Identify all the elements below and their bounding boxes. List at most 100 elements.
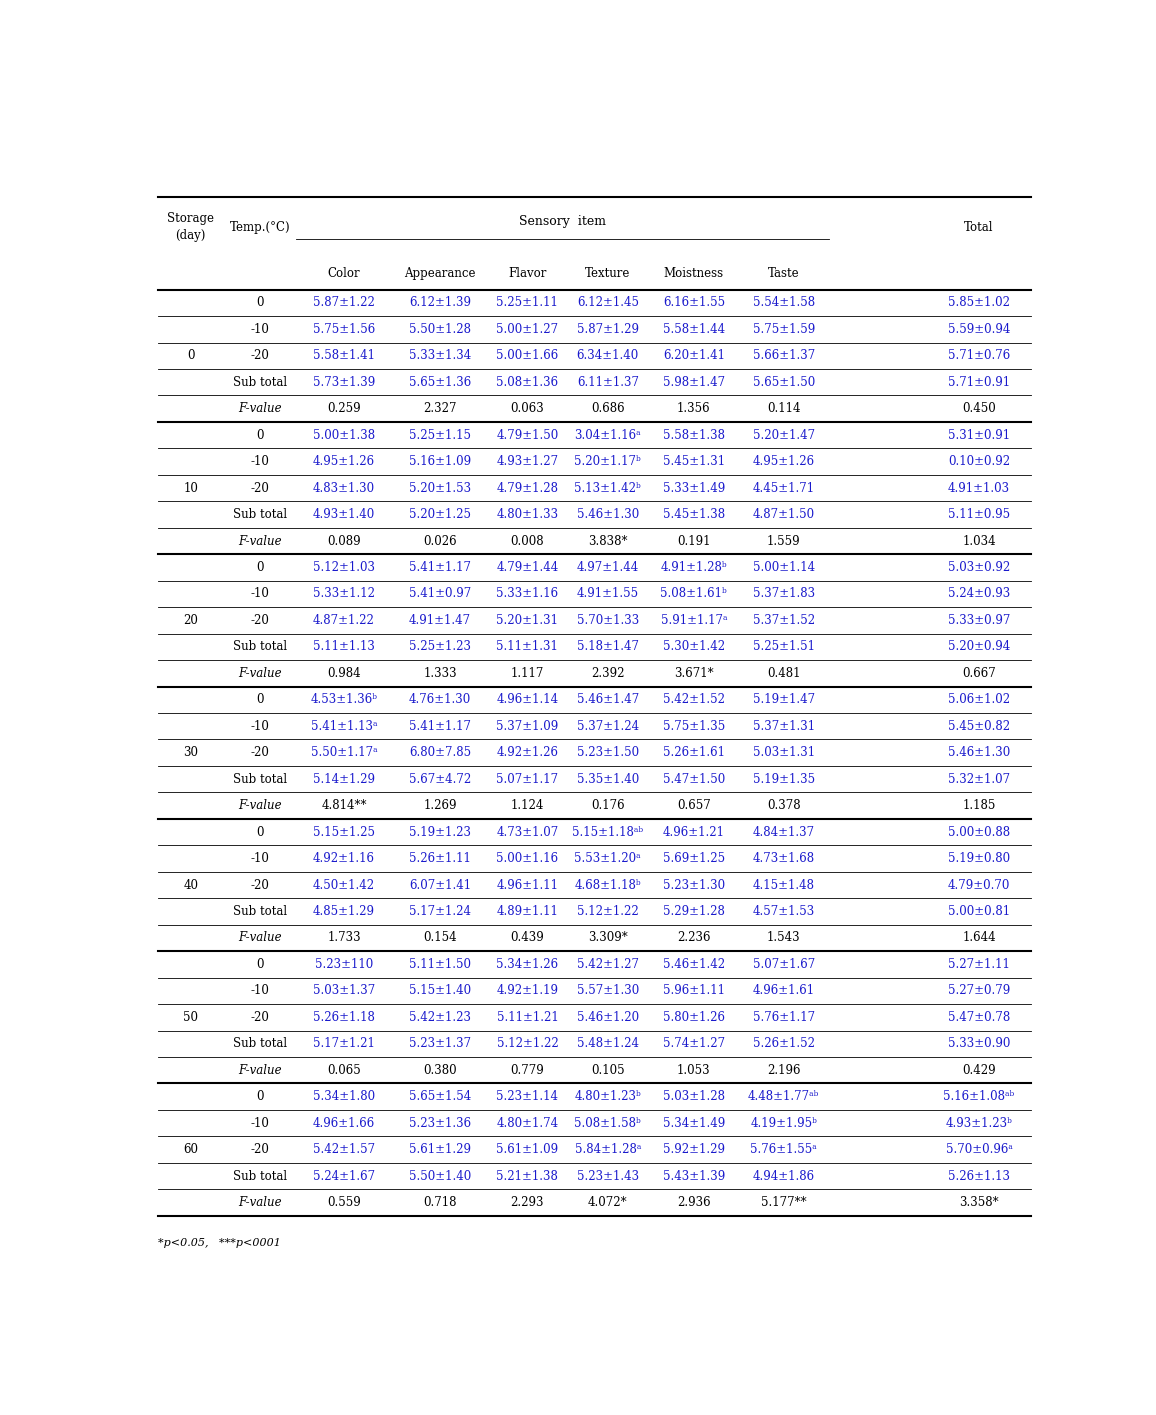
Text: 5.24±0.93: 5.24±0.93	[948, 587, 1010, 600]
Text: 5.46±1.30: 5.46±1.30	[948, 746, 1010, 760]
Text: 5.59±0.94: 5.59±0.94	[948, 323, 1010, 335]
Text: 4.96±1.14: 4.96±1.14	[496, 693, 558, 706]
Text: 0.154: 0.154	[423, 931, 457, 944]
Text: 5.27±1.11: 5.27±1.11	[948, 958, 1010, 971]
Text: -10: -10	[250, 587, 269, 600]
Text: 0: 0	[255, 825, 264, 839]
Text: 4.73±1.07: 4.73±1.07	[496, 825, 558, 839]
Text: 5.15±1.40: 5.15±1.40	[409, 985, 472, 998]
Text: 0.984: 0.984	[327, 666, 361, 679]
Text: 0.063: 0.063	[511, 402, 544, 415]
Text: 4.79±1.44: 4.79±1.44	[496, 560, 558, 574]
Text: 5.03±0.92: 5.03±0.92	[948, 560, 1010, 574]
Text: *p<0.05,   ***p<0001: *p<0.05, ***p<0001	[158, 1238, 281, 1248]
Text: -20: -20	[250, 481, 269, 495]
Text: 4.96±1.61: 4.96±1.61	[753, 985, 815, 998]
Text: 4.072*: 4.072*	[588, 1196, 628, 1208]
Text: 5.50±1.40: 5.50±1.40	[409, 1170, 472, 1183]
Text: 1.333: 1.333	[423, 666, 457, 679]
Text: 40: 40	[183, 879, 198, 891]
Text: 4.96±1.66: 4.96±1.66	[313, 1116, 375, 1129]
Text: 0: 0	[187, 350, 194, 362]
Text: 5.53±1.20ᵃ: 5.53±1.20ᵃ	[575, 852, 642, 865]
Text: 5.25±1.11: 5.25±1.11	[496, 296, 558, 310]
Text: 0.176: 0.176	[591, 799, 624, 812]
Text: 5.33±1.16: 5.33±1.16	[496, 587, 558, 600]
Text: 5.15±1.25: 5.15±1.25	[313, 825, 375, 839]
Text: 5.85±1.02: 5.85±1.02	[948, 296, 1010, 310]
Text: 5.33±1.12: 5.33±1.12	[313, 587, 375, 600]
Text: 5.24±1.67: 5.24±1.67	[313, 1170, 375, 1183]
Text: 5.26±1.61: 5.26±1.61	[662, 746, 725, 760]
Text: 5.11±1.13: 5.11±1.13	[313, 641, 375, 654]
Text: 0.429: 0.429	[962, 1064, 995, 1077]
Text: 50: 50	[183, 1010, 198, 1024]
Text: 4.92±1.16: 4.92±1.16	[313, 852, 375, 865]
Text: -10: -10	[250, 852, 269, 865]
Text: 0.191: 0.191	[677, 535, 711, 548]
Text: 5.29±1.28: 5.29±1.28	[662, 906, 725, 918]
Text: 5.37±1.09: 5.37±1.09	[496, 720, 558, 733]
Text: 4.91±1.28ᵇ: 4.91±1.28ᵇ	[660, 560, 727, 574]
Text: 4.80±1.33: 4.80±1.33	[496, 508, 558, 521]
Text: 5.46±1.30: 5.46±1.30	[577, 508, 639, 521]
Text: 10: 10	[184, 481, 198, 495]
Text: 0: 0	[255, 1090, 264, 1104]
Text: 5.66±1.37: 5.66±1.37	[753, 350, 815, 362]
Text: 4.93±1.40: 4.93±1.40	[313, 508, 375, 521]
Text: -20: -20	[250, 1010, 269, 1024]
Text: 4.93±1.23ᵇ: 4.93±1.23ᵇ	[946, 1116, 1013, 1129]
Text: 5.45±1.38: 5.45±1.38	[662, 508, 725, 521]
Text: 4.89±1.11: 4.89±1.11	[496, 906, 558, 918]
Text: -10: -10	[250, 323, 269, 335]
Text: 4.76±1.30: 4.76±1.30	[409, 693, 472, 706]
Text: 5.69±1.25: 5.69±1.25	[662, 852, 725, 865]
Text: 5.11±1.21: 5.11±1.21	[497, 1010, 558, 1024]
Text: 5.96±1.11: 5.96±1.11	[662, 985, 725, 998]
Text: 5.13±1.42ᵇ: 5.13±1.42ᵇ	[575, 481, 642, 495]
Text: 4.57±1.53: 4.57±1.53	[753, 906, 815, 918]
Text: 4.15±1.48: 4.15±1.48	[753, 879, 815, 891]
Text: 5.07±1.17: 5.07±1.17	[496, 773, 558, 785]
Text: 5.45±1.31: 5.45±1.31	[662, 456, 725, 468]
Text: 0.686: 0.686	[591, 402, 624, 415]
Text: 1.034: 1.034	[962, 535, 995, 548]
Text: 5.42±1.27: 5.42±1.27	[577, 958, 639, 971]
Text: 4.83±1.30: 4.83±1.30	[313, 481, 375, 495]
Text: Moistness: Moistness	[664, 267, 724, 280]
Text: 5.33±1.34: 5.33±1.34	[409, 350, 472, 362]
Text: 5.73±1.39: 5.73±1.39	[313, 376, 375, 389]
Text: 5.20±1.47: 5.20±1.47	[753, 429, 815, 441]
Text: 5.11±1.31: 5.11±1.31	[496, 641, 558, 654]
Text: 1.733: 1.733	[327, 931, 361, 944]
Text: 0: 0	[255, 693, 264, 706]
Text: 1.185: 1.185	[962, 799, 995, 812]
Text: 5.20±1.31: 5.20±1.31	[496, 614, 558, 627]
Text: 5.17±1.21: 5.17±1.21	[313, 1037, 375, 1050]
Text: 5.06±1.02: 5.06±1.02	[948, 693, 1010, 706]
Text: 3.358*: 3.358*	[959, 1196, 999, 1208]
Text: 5.41±1.13ᵃ: 5.41±1.13ᵃ	[311, 720, 377, 733]
Text: 0.439: 0.439	[511, 931, 544, 944]
Text: 5.91±1.17ᵃ: 5.91±1.17ᵃ	[660, 614, 727, 627]
Text: 5.177**: 5.177**	[761, 1196, 807, 1208]
Text: 5.65±1.36: 5.65±1.36	[409, 376, 472, 389]
Text: 5.00±1.14: 5.00±1.14	[753, 560, 815, 574]
Text: 5.19±1.47: 5.19±1.47	[753, 693, 815, 706]
Text: Temp.(°C): Temp.(°C)	[229, 221, 290, 233]
Text: 4.94±1.86: 4.94±1.86	[753, 1170, 815, 1183]
Text: -20: -20	[250, 879, 269, 891]
Text: 3.671*: 3.671*	[674, 666, 713, 679]
Text: 4.19±1.95ᵇ: 4.19±1.95ᵇ	[750, 1116, 817, 1129]
Text: 5.25±1.23: 5.25±1.23	[409, 641, 472, 654]
Text: 5.47±0.78: 5.47±0.78	[948, 1010, 1010, 1024]
Text: 6.12±1.39: 6.12±1.39	[409, 296, 472, 310]
Text: 5.37±1.83: 5.37±1.83	[753, 587, 815, 600]
Text: 4.80±1.23ᵇ: 4.80±1.23ᵇ	[575, 1090, 642, 1104]
Text: 0: 0	[255, 560, 264, 574]
Text: Sub total: Sub total	[232, 1170, 287, 1183]
Text: 5.11±1.50: 5.11±1.50	[409, 958, 472, 971]
Text: -10: -10	[250, 1116, 269, 1129]
Text: 0.481: 0.481	[768, 666, 801, 679]
Text: 5.23±1.36: 5.23±1.36	[409, 1116, 472, 1129]
